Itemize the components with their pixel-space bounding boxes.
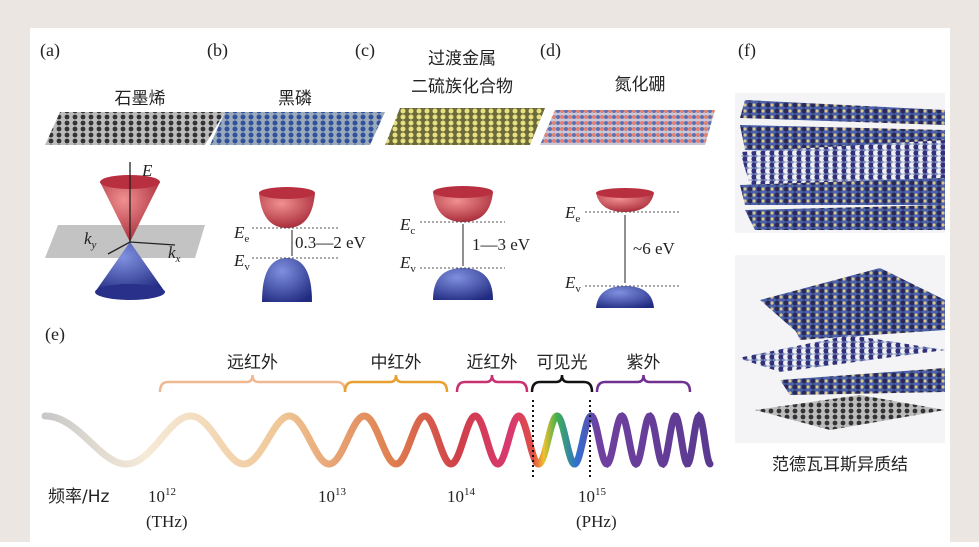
- label-sub: c: [410, 225, 415, 237]
- label-sub: x: [175, 253, 181, 265]
- tick-unit: (THz): [146, 512, 188, 531]
- band-label: 远红外: [227, 353, 278, 373]
- cone-base: [95, 284, 165, 300]
- caption: 范德瓦耳斯异质结: [772, 455, 908, 475]
- band-label: 中红外: [371, 353, 422, 373]
- tick-sup: 13: [335, 486, 347, 498]
- band-label: 近红外: [467, 353, 518, 373]
- panel-title: 氮化硼: [615, 75, 666, 95]
- axis-label: E: [141, 161, 153, 180]
- band-top: [259, 187, 315, 199]
- panel-label: (e): [45, 324, 65, 345]
- label-base: E: [564, 273, 576, 292]
- band-label: 紫外: [627, 353, 661, 373]
- panel-f: (f) 范德瓦耳斯异质结: [735, 40, 945, 475]
- band-top: [596, 188, 654, 198]
- tick-base: 10: [148, 487, 165, 506]
- panel-title: 过渡金属: [428, 49, 496, 69]
- panel-label: (a): [40, 40, 60, 61]
- panel-title: 二硫族化合物: [411, 77, 513, 97]
- panel-label: (f): [738, 40, 756, 61]
- gap-label: 1—3 eV: [472, 235, 531, 254]
- label-base: E: [564, 203, 576, 222]
- band-label: 可见光: [537, 353, 588, 373]
- label-sub: v: [575, 283, 581, 295]
- panel-title: 石墨烯: [115, 89, 166, 109]
- panel-label: (d): [540, 40, 561, 61]
- tick-sup: 15: [595, 486, 607, 498]
- gap-label: 0.3—2 eV: [295, 233, 367, 252]
- tick-base: 10: [578, 487, 595, 506]
- graphene-sheet: [45, 112, 225, 145]
- band-top: [433, 186, 493, 198]
- tick-sup: 14: [464, 486, 476, 498]
- tick-sup: 12: [165, 486, 176, 498]
- bn-sheet: [540, 110, 715, 145]
- label-base: E: [399, 215, 411, 234]
- label-sub: v: [410, 263, 416, 275]
- tick-unit: (PHz): [576, 512, 617, 531]
- tick-base: 10: [318, 487, 335, 506]
- label-sub: v: [244, 261, 250, 273]
- figure: (a) 石墨烯 E ky kx (b) 黑磷 Ee Ev 0.3—2 eV (c…: [0, 0, 979, 542]
- tmd-sheet: [385, 108, 545, 145]
- label-sub: y: [91, 239, 97, 251]
- gap-label: ~6 eV: [633, 239, 675, 258]
- panel-title: 黑磷: [278, 89, 312, 109]
- panel-label: (c): [355, 40, 375, 61]
- label-base: E: [399, 253, 411, 272]
- label-sub: e: [244, 233, 249, 245]
- panel-label: (b): [207, 40, 228, 61]
- tick-base: 10: [447, 487, 464, 506]
- label-base: E: [233, 223, 245, 242]
- label-sub: e: [575, 213, 580, 225]
- bp-sheet: [210, 112, 385, 145]
- label-base: E: [233, 251, 245, 270]
- axis-label: 频率/Hz: [48, 487, 110, 507]
